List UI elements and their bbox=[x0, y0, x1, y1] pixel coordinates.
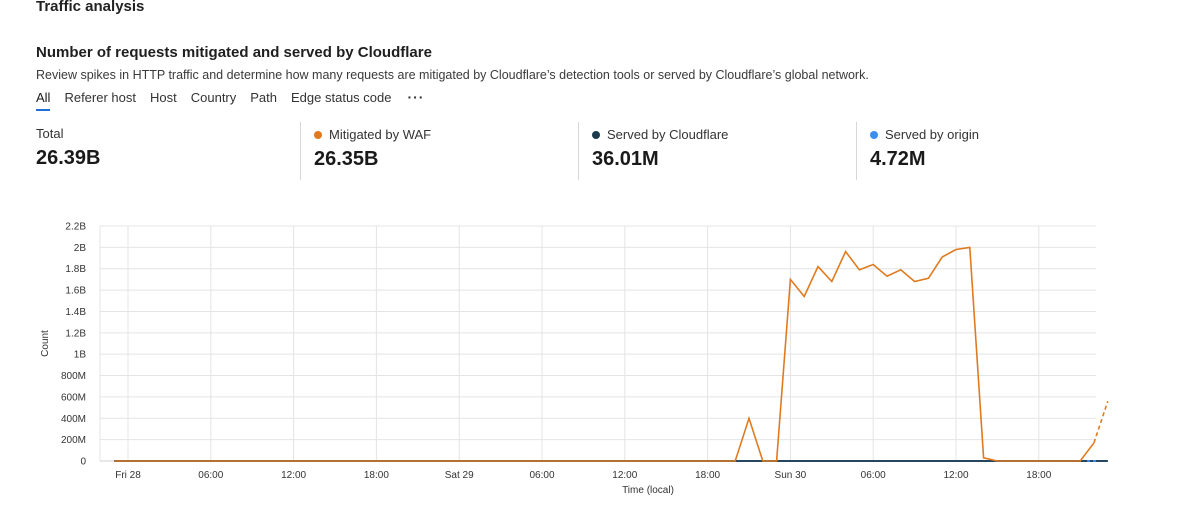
x-tick-label: Fri 28 bbox=[115, 470, 141, 481]
tab-country[interactable]: Country bbox=[190, 90, 237, 105]
y-tick-label: 0 bbox=[80, 457, 86, 468]
card-title: Number of requests mitigated and served … bbox=[36, 44, 432, 61]
stat-total-label: Total bbox=[36, 126, 64, 141]
stat-origin-label: Served by origin bbox=[885, 127, 979, 142]
y-tick-label: 2B bbox=[74, 243, 87, 254]
x-tick-label: 06:00 bbox=[198, 470, 223, 481]
x-tick-label: 18:00 bbox=[1026, 470, 1051, 481]
series-line-mitigated-by-waf[interactable] bbox=[114, 246, 1095, 462]
x-axis-title: Time (local) bbox=[622, 485, 674, 496]
y-tick-label: 2.2B bbox=[65, 222, 86, 233]
x-tick-label: Sun 30 bbox=[775, 470, 807, 481]
y-tick-label: 1.8B bbox=[65, 264, 86, 275]
y-tick-label: 200M bbox=[61, 435, 86, 446]
x-tick-label: 12:00 bbox=[281, 470, 306, 481]
tab-referer-host[interactable]: Referer host bbox=[64, 90, 136, 105]
x-tick-label: Sat 29 bbox=[445, 470, 474, 481]
tab-host[interactable]: Host bbox=[150, 90, 177, 105]
stat-total-value: 26.39B bbox=[36, 147, 101, 169]
stat-waf[interactable]: Mitigated by WAF 26.35B bbox=[300, 122, 592, 180]
section-title: Traffic analysis bbox=[36, 0, 145, 15]
filter-tabs: All Referer host Host Country Path Edge … bbox=[36, 90, 424, 111]
x-tick-label: 06:00 bbox=[861, 470, 886, 481]
stat-cloudflare-value: 36.01M bbox=[592, 148, 659, 170]
stat-origin[interactable]: Served by origin 4.72M bbox=[856, 122, 1134, 180]
waf-dot-icon bbox=[314, 130, 322, 139]
y-tick-label: 400M bbox=[61, 414, 86, 425]
y-tick-label: 1.6B bbox=[65, 286, 86, 297]
origin-dot-icon bbox=[870, 130, 878, 139]
chart-grid bbox=[99, 225, 1096, 462]
stat-waf-value: 26.35B bbox=[314, 148, 379, 170]
x-tick-label: 12:00 bbox=[612, 470, 637, 481]
stat-origin-value: 4.72M bbox=[870, 148, 926, 170]
stats-row: Total 26.39B Mitigated by WAF 26.35B Ser… bbox=[36, 122, 1136, 180]
x-tick-label: 18:00 bbox=[364, 470, 389, 481]
y-tick-label: 1B bbox=[74, 350, 87, 361]
stat-waf-label: Mitigated by WAF bbox=[329, 127, 432, 142]
stat-cloudflare-label: Served by Cloudflare bbox=[607, 127, 729, 142]
x-tick-label: 12:00 bbox=[943, 470, 968, 481]
x-axis-ticks: Fri 28 06:00 12:00 18:00 Sat 29 06:00 12:00 18:… bbox=[115, 470, 1052, 481]
x-tick-label: 18:00 bbox=[695, 470, 720, 481]
traffic-chart[interactable]: 0 200M 400M 600M 800M 1B 1.2B 1.4B 1.6B 1.8B 2B 2.2… bbox=[0, 210, 1200, 510]
tab-all[interactable]: All bbox=[36, 90, 51, 111]
card-description: Review spikes in HTTP traffic and determ… bbox=[36, 68, 869, 82]
cloudflare-dot-icon bbox=[592, 130, 600, 139]
stat-cloudflare[interactable]: Served by Cloudflare 36.01M bbox=[578, 122, 870, 180]
y-tick-label: 1.2B bbox=[65, 328, 86, 339]
y-tick-label: 800M bbox=[61, 371, 86, 382]
tab-path[interactable]: Path bbox=[250, 90, 278, 105]
y-tick-label: 600M bbox=[61, 392, 86, 403]
y-axis-ticks: 0 200M 400M 600M 800M 1B 1.2B 1.4B 1.6B 1.8B 2B 2.2… bbox=[61, 222, 86, 468]
more-tabs-icon[interactable]: ··· bbox=[407, 89, 425, 105]
chart-series bbox=[114, 246, 1109, 462]
x-tick-label: 06:00 bbox=[529, 470, 554, 481]
tab-edge-status-code[interactable]: Edge status code bbox=[291, 90, 392, 105]
series-dashed-tail bbox=[1093, 400, 1109, 444]
stat-total: Total 26.39B bbox=[36, 122, 300, 180]
y-axis-title: Count bbox=[40, 330, 51, 357]
y-tick-label: 1.4B bbox=[65, 307, 86, 318]
